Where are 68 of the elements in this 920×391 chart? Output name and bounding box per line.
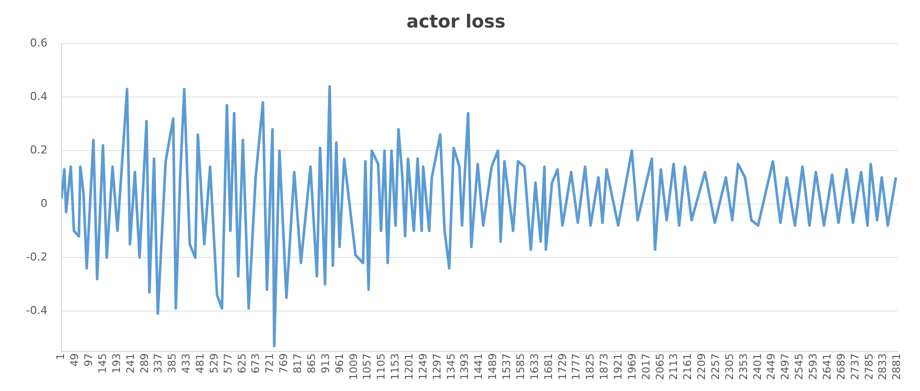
x-tick-label: 1969 — [626, 353, 638, 380]
x-tick-label: 817 — [292, 353, 304, 374]
x-tick-label: 865 — [306, 353, 318, 374]
y-tick-label: -0.4 — [26, 304, 48, 318]
x-tick-label: 577 — [222, 353, 234, 374]
chart-title: actor loss — [406, 11, 506, 32]
x-tick-label: 529 — [208, 353, 220, 374]
x-tick-label: 1153 — [390, 353, 402, 380]
x-tick-label: 2017 — [640, 353, 652, 380]
x-tick-label: 1297 — [431, 353, 444, 380]
x-tick-label: 625 — [236, 353, 248, 374]
x-tick-label: 2209 — [696, 353, 708, 380]
x-tick-label: 2833 — [877, 353, 890, 380]
x-tick-label: 2593 — [808, 353, 820, 380]
x-tick-label: 2161 — [682, 353, 694, 380]
x-tick-label: 2689 — [835, 353, 848, 380]
x-tick-label: 2113 — [668, 353, 680, 380]
x-tick-label: 1105 — [376, 353, 388, 380]
y-tick-label: 0 — [40, 196, 48, 210]
x-tick-label: 1249 — [417, 353, 430, 380]
x-tick-label: 1777 — [570, 353, 583, 380]
x-tick-label: 1489 — [487, 353, 500, 380]
x-tick-label: 1057 — [362, 353, 374, 380]
x-tick-label: 2353 — [738, 353, 750, 380]
x-tick-label: 241 — [124, 353, 137, 374]
x-tick-label: 2881 — [891, 353, 904, 380]
x-tick-label: 145 — [96, 353, 109, 374]
y-tick-label: -0.2 — [26, 250, 48, 264]
x-tick-label: 1201 — [404, 353, 416, 380]
x-tick-label: 1585 — [514, 353, 527, 380]
x-tick-label: 721 — [264, 353, 276, 374]
x-tick-label: 961 — [334, 353, 346, 374]
x-tick-label: 1729 — [556, 353, 569, 380]
x-tick-label: 97 — [83, 353, 96, 367]
x-tick-label: 2449 — [766, 353, 778, 380]
x-tick-label: 1009 — [348, 353, 360, 380]
x-tick-label: 433 — [180, 353, 193, 374]
x-tick-label: 481 — [194, 353, 207, 374]
x-tick-label: 673 — [250, 353, 262, 374]
x-tick-label: 385 — [166, 353, 179, 374]
y-tick-label: 0.4 — [30, 90, 48, 103]
y-tick-label: 0.6 — [30, 36, 48, 50]
x-tick-label: 1 — [55, 353, 68, 360]
x-tick-label: 2641 — [821, 353, 834, 380]
x-tick-label: 2497 — [780, 353, 792, 380]
x-tick-label: 1537 — [501, 353, 514, 380]
x-tick-label: 1681 — [542, 353, 555, 380]
x-tick-label: 1873 — [598, 353, 611, 380]
x-tick-label: 2401 — [752, 353, 764, 380]
x-tick-label: 913 — [320, 353, 332, 374]
x-tick-label: 193 — [110, 353, 123, 374]
x-tick-label: 1345 — [445, 353, 458, 380]
x-tick-label: 2257 — [710, 353, 722, 380]
x-tick-label: 1825 — [584, 353, 597, 380]
x-tick-label: 2305 — [724, 353, 736, 380]
x-tick-label: 1393 — [459, 353, 472, 380]
y-tick-label: 0.2 — [30, 143, 48, 156]
x-tick-label: 289 — [138, 353, 151, 374]
x-tick-label: 2065 — [654, 353, 666, 380]
x-tick-label: 1921 — [612, 353, 624, 380]
x-tick-label: 49 — [69, 353, 82, 367]
x-tick-label: 337 — [152, 353, 165, 374]
x-tick-label: 2545 — [794, 353, 806, 380]
x-tick-label: 2785 — [863, 353, 876, 380]
x-tick-label: 2737 — [849, 353, 862, 380]
x-tick-label: 1633 — [528, 353, 541, 380]
x-tick-label: 769 — [278, 353, 290, 374]
x-tick-label: 1441 — [473, 353, 486, 380]
